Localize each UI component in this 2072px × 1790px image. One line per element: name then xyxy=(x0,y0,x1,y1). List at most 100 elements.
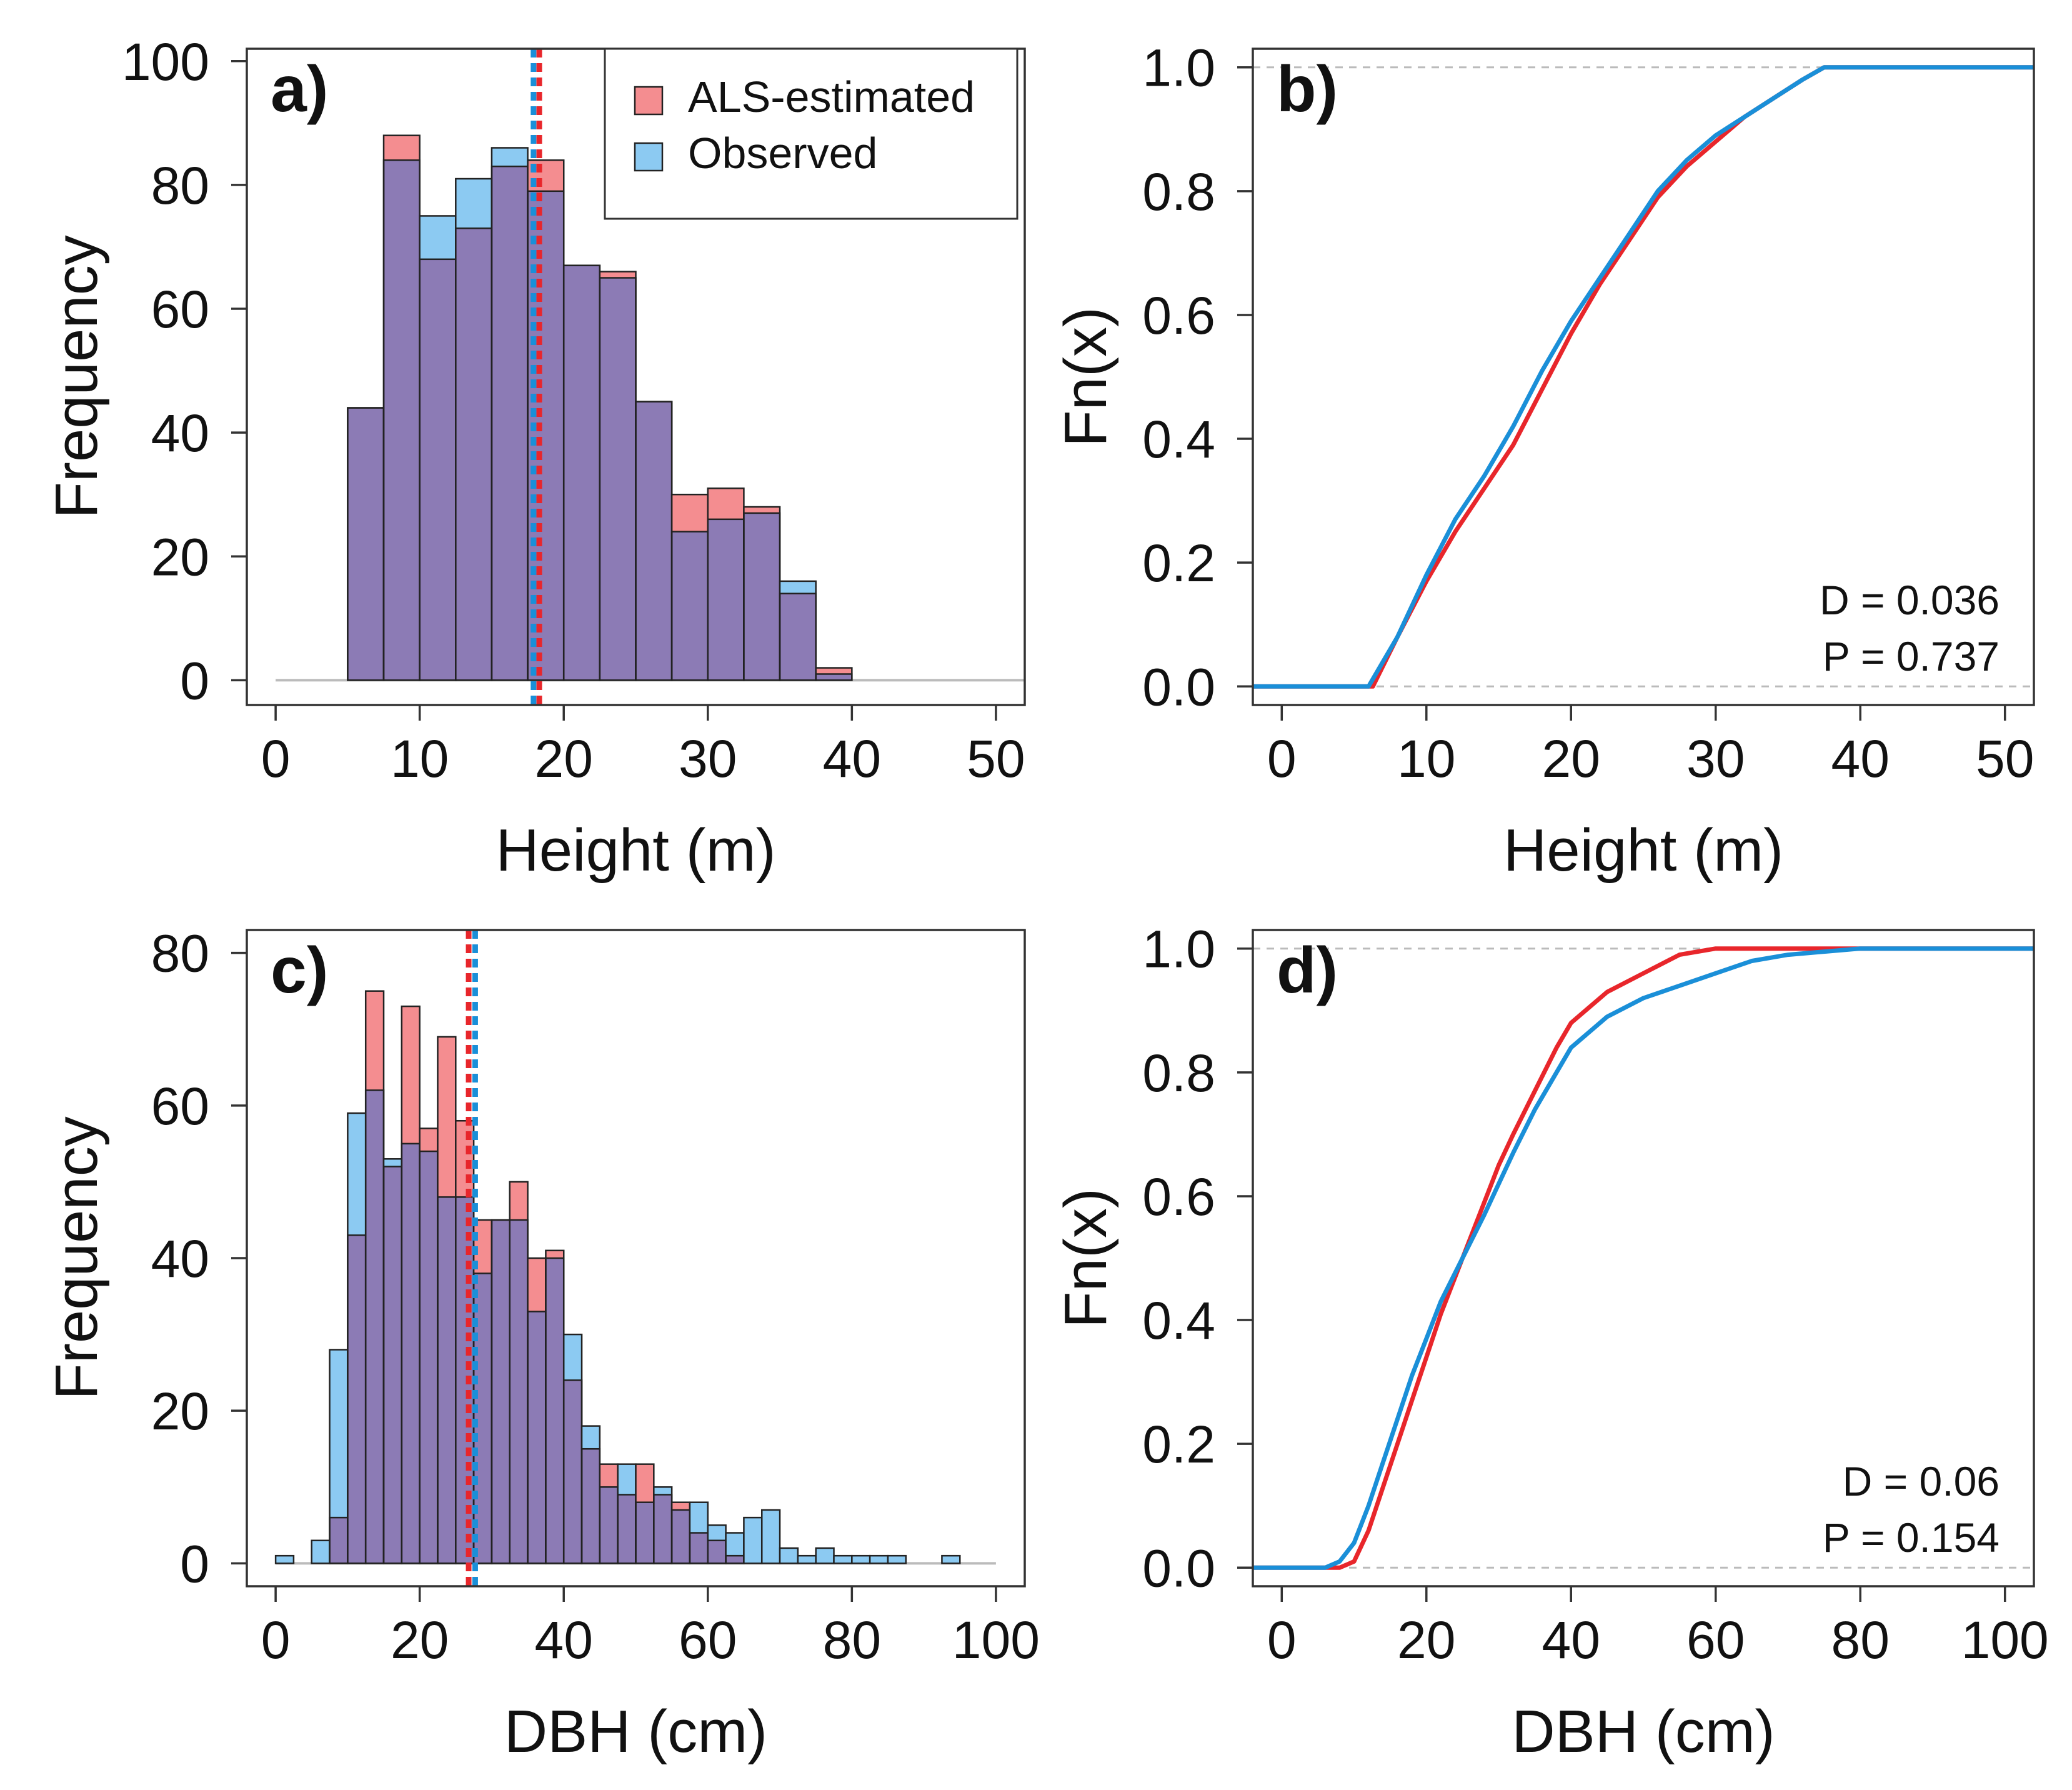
bar-overlap xyxy=(527,1311,546,1564)
x-tick-label: 10 xyxy=(1397,729,1455,788)
bar-overlap xyxy=(384,160,420,681)
y-tick-label: 20 xyxy=(151,1382,209,1441)
bar-excess-observed xyxy=(384,1159,402,1167)
x-tick-label: 0 xyxy=(1267,1611,1297,1669)
x-tick-label: 20 xyxy=(1397,1611,1455,1669)
bar-overlap xyxy=(744,512,780,681)
bar-overlap xyxy=(419,1151,438,1564)
x-tick-label: 50 xyxy=(1976,729,2034,788)
x-tick-label: 80 xyxy=(1831,1611,1890,1669)
bar-overlap xyxy=(347,1235,366,1564)
bar-excess-als xyxy=(707,488,744,519)
panel-a: 0 10 20 30 40 50 0 20 40 60 80 100 Height (m) Frequen… xyxy=(43,32,1026,884)
x-tick-label: 0 xyxy=(261,729,291,788)
bar-excess-observed xyxy=(582,1426,600,1449)
panel-b: D = 0.036 P = 0.737 0 10 20 30 40 50 0.0 0.2 0.4 0.… xyxy=(1052,39,2035,884)
bar-overlap xyxy=(582,1449,600,1564)
y-tick-label: 20 xyxy=(151,528,209,586)
y-tick-label: 80 xyxy=(151,156,209,215)
plot-frame xyxy=(1252,929,2035,1588)
bar-excess-als xyxy=(635,1464,654,1502)
bar-overlap xyxy=(437,1197,456,1564)
bar-overlap xyxy=(384,1166,402,1564)
bar-overlap xyxy=(617,1494,636,1564)
x-axis-label: DBH (cm) xyxy=(1512,1698,1775,1765)
bar-excess-observed xyxy=(852,1556,870,1564)
plot-frame xyxy=(1252,48,2035,706)
bar-overlap xyxy=(456,228,492,681)
bar-overlap xyxy=(725,1556,744,1564)
legend-swatch-blue xyxy=(634,142,664,172)
bar-excess-als xyxy=(384,135,420,161)
bar-overlap xyxy=(780,593,816,681)
panel-d: D = 0.06 P = 0.154 0 20 40 60 80 100 0.0 0.2 0.4 0.… xyxy=(1052,920,2049,1765)
y-axis-label: Fn(x) xyxy=(1052,307,1119,447)
bar-excess-observed xyxy=(725,1532,744,1556)
bar-excess-als xyxy=(744,507,780,513)
y-tick-label: 0.6 xyxy=(1142,286,1215,345)
y-tick-label: 0 xyxy=(180,1534,209,1593)
bar-excess-observed xyxy=(311,1540,330,1564)
x-tick-label: 40 xyxy=(1542,1611,1600,1669)
x-tick-label: 40 xyxy=(1831,729,1890,788)
panel-c: 0 20 40 60 80 100 0 20 40 60 80 DBH (cm) Frequency c) xyxy=(43,924,1040,1765)
bar-excess-observed xyxy=(564,1334,582,1381)
panel-label: c) xyxy=(271,934,328,1007)
x-tick-label: 10 xyxy=(391,729,449,788)
y-axis-label: Frequency xyxy=(43,235,110,519)
bar-overlap xyxy=(366,1090,384,1564)
y-tick-label: 0.8 xyxy=(1142,162,1215,221)
bar-excess-observed xyxy=(942,1556,960,1564)
bar-excess-als xyxy=(672,1502,690,1510)
ecdf-line-als xyxy=(1253,946,2034,1570)
x-tick-label: 20 xyxy=(391,1611,449,1669)
x-tick-label: 60 xyxy=(1686,1611,1745,1669)
x-axis-label: Height (m) xyxy=(496,817,775,884)
bar-excess-observed xyxy=(329,1349,348,1518)
y-tick-label: 0.0 xyxy=(1142,658,1215,716)
y-tick-label: 1.0 xyxy=(1142,920,1215,979)
bar-excess-observed xyxy=(762,1509,780,1564)
bar-excess-observed xyxy=(780,1548,798,1564)
stat-text: D = 0.036 xyxy=(1820,577,2000,623)
y-tick-label: 1.0 xyxy=(1142,39,1215,98)
bar-excess-observed xyxy=(419,216,456,259)
x-tick-label: 20 xyxy=(535,729,593,788)
bar-overlap xyxy=(635,1502,654,1564)
bar-overlap xyxy=(707,1540,726,1564)
bar-excess-observed xyxy=(797,1556,816,1564)
bar-outline-observed xyxy=(779,580,817,681)
bar-overlap xyxy=(815,674,852,681)
bar-overlap xyxy=(654,1494,672,1564)
bar-excess-als xyxy=(599,1464,618,1488)
bar-outline-observed xyxy=(941,1554,961,1564)
x-axis-label: Height (m) xyxy=(1503,817,1783,884)
y-axis-label: Frequency xyxy=(43,1116,110,1400)
bar-overlap xyxy=(564,265,600,681)
legend-label: ALS-estimated xyxy=(688,72,975,121)
y-tick-label: 40 xyxy=(151,1229,209,1288)
bar-overlap xyxy=(599,1487,618,1564)
bar-overlap xyxy=(635,401,672,681)
bar-overlap xyxy=(545,1258,564,1564)
bar-excess-observed xyxy=(780,581,816,594)
panel-label: d) xyxy=(1277,934,1338,1007)
bar-excess-als xyxy=(815,668,852,674)
bar-excess-als xyxy=(672,494,708,532)
y-tick-label: 0.8 xyxy=(1142,1044,1215,1102)
legend-label: Observed xyxy=(688,129,877,178)
bar-excess-als xyxy=(366,991,384,1091)
bar-outline-observed xyxy=(274,1554,295,1564)
bar-excess-observed xyxy=(744,1518,762,1564)
x-tick-label: 60 xyxy=(679,1611,737,1669)
y-tick-label: 60 xyxy=(151,1077,209,1136)
y-tick-label: 80 xyxy=(151,924,209,983)
bar-overlap xyxy=(564,1380,582,1564)
y-tick-label: 0.4 xyxy=(1142,1291,1215,1350)
bar-overlap xyxy=(689,1532,708,1564)
ecdf-line-observed xyxy=(1253,946,2034,1570)
legend: ALS-estimated Observed xyxy=(604,48,1019,220)
y-tick-label: 0.2 xyxy=(1142,534,1215,592)
bar-overlap xyxy=(491,1219,510,1564)
